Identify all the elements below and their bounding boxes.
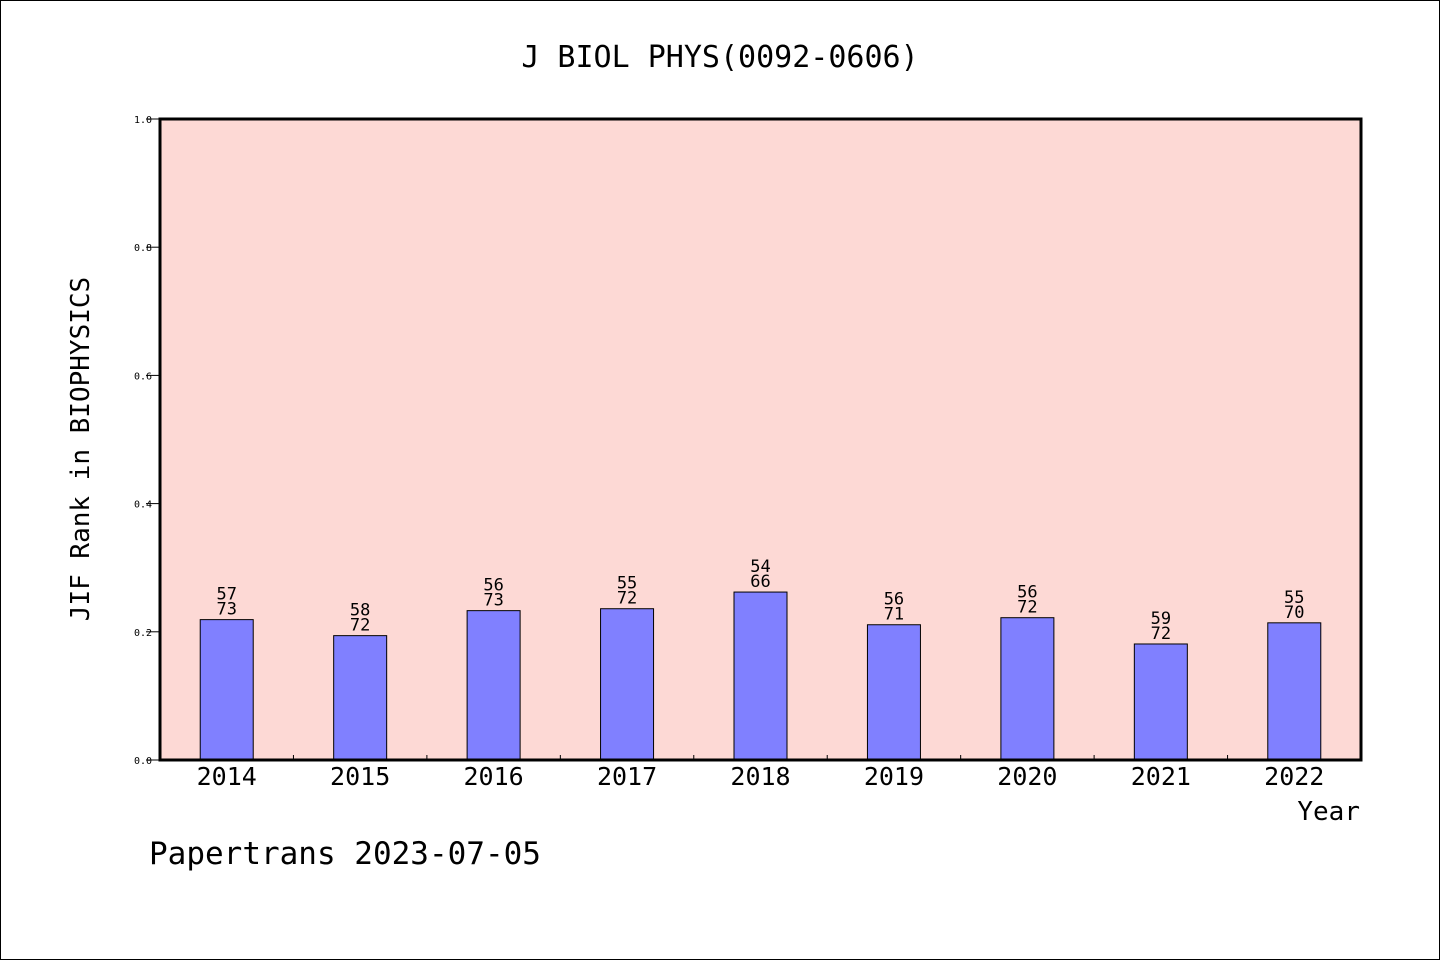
bar-total-label: 72 <box>1017 598 1037 618</box>
bar-total-label: 72 <box>1151 624 1171 644</box>
x-tick-label: 2016 <box>464 762 524 791</box>
bar-rank-label: 54 <box>750 557 770 577</box>
bar-total-label: 73 <box>483 591 503 611</box>
bar-rank-label: 55 <box>1284 588 1304 608</box>
chart-title: J BIOL PHYS(0092-0606) <box>521 40 918 75</box>
x-tick-label: 2014 <box>197 762 257 791</box>
bar-rank-label: 56 <box>483 576 503 596</box>
y-tick-label: 0.4 <box>134 500 152 511</box>
y-ticks-layer: 0.0 0.2 0.4 0.6 0.8 1.0 <box>134 115 160 767</box>
bar <box>733 591 788 761</box>
bar-rank-label: 56 <box>1017 583 1037 603</box>
bar-rank-label: 57 <box>216 585 236 605</box>
x-ticks-layer: 2014 2015 2016 2017 2018 2019 2020 2021 2022 <box>197 755 1324 791</box>
y-tick-label: 0.2 <box>134 628 152 639</box>
bar-total-label: 72 <box>350 616 370 636</box>
bar <box>600 608 655 761</box>
bar-total-label: 66 <box>750 572 770 592</box>
bar-rank-label: 55 <box>617 574 637 594</box>
y-tick-label: 1.0 <box>134 115 152 126</box>
bar-rank-label: 58 <box>350 601 370 621</box>
bar-total-label: 72 <box>617 589 637 609</box>
bar-total-label: 73 <box>216 600 236 620</box>
x-tick-label: 2022 <box>1264 762 1324 791</box>
y-tick-label: 0.8 <box>134 243 152 254</box>
bar-rank-label: 59 <box>1151 609 1171 629</box>
x-tick-label: 2018 <box>730 762 790 791</box>
y-tick-label: 0.0 <box>134 756 152 767</box>
y-tick-label: 0.6 <box>134 371 152 382</box>
x-axis-label: Year <box>1297 797 1360 827</box>
bar <box>1000 617 1055 761</box>
bar <box>1133 643 1188 761</box>
footer-credit: Papertrans 2023-07-05 <box>149 836 541 872</box>
bar <box>466 610 521 761</box>
bar <box>199 619 254 761</box>
x-tick-label: 2020 <box>997 762 1057 791</box>
bar <box>333 635 388 761</box>
bar-total-label: 71 <box>884 605 904 625</box>
plot-border <box>158 117 1363 762</box>
bar <box>1267 622 1322 761</box>
x-tick-label: 2015 <box>330 762 390 791</box>
bar-total-label: 70 <box>1284 603 1304 623</box>
x-tick-label: 2021 <box>1131 762 1191 791</box>
bar <box>866 624 921 761</box>
x-tick-label: 2019 <box>864 762 924 791</box>
x-tick-label: 2017 <box>597 762 657 791</box>
y-axis-label: JIF Rank in BIOPHYSICS <box>66 277 96 621</box>
bar-rank-label: 56 <box>884 590 904 610</box>
